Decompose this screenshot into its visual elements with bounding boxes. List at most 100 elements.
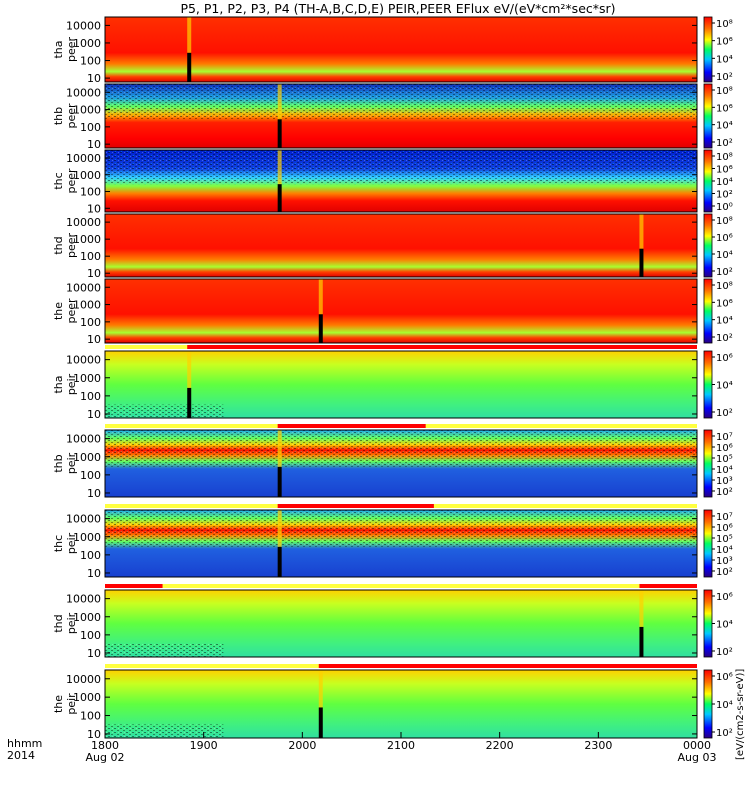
colorbar-tick-label: 10²: [716, 567, 733, 578]
panel-frame: [104, 83, 698, 149]
x-tick-label: 1800: [91, 739, 119, 752]
colorbar-tick-label: 10⁴: [716, 545, 733, 556]
colorbar-tick-label: 10⁶: [716, 443, 733, 454]
spectrogram-noise: [105, 724, 224, 738]
data-gap-edge: [277, 430, 282, 467]
colorbar: 10⁸ 10⁶ 10⁴ 10²: [703, 83, 733, 149]
panel-thb-peer: 10000 1000 100 10 thb peer 10⁸ 10⁶ 10⁴ 10²: [52, 83, 733, 151]
colorbar: 10⁸ 10⁶ 10⁴ 10²: [703, 278, 733, 344]
colorbar-tick-label: 10⁶: [716, 233, 733, 244]
data-gap: [639, 248, 644, 277]
y-tick-label: 1000: [73, 104, 101, 117]
colorbar-tick-label: 10²: [716, 267, 733, 278]
panel-probe-label: thc: [52, 535, 65, 552]
colorbar-tick-label: 10⁶: [716, 592, 733, 603]
status-bar-segment: [277, 504, 434, 508]
y-tick-label: 10000: [66, 216, 101, 229]
colorbar-gradient: [703, 429, 713, 498]
status-bar: [105, 504, 697, 508]
colorbar-gradient: [703, 83, 713, 149]
colorbar: 10⁶ 10⁴ 10²: [703, 669, 733, 739]
colorbar-label: [eV/(cm2-s-sr-eV)]: [735, 669, 746, 760]
colorbar: 10⁸ 10⁶ 10⁴ 10²: [703, 213, 733, 278]
status-bar-segment: [105, 584, 163, 588]
y-tick-label: 1000: [73, 531, 101, 544]
panel-frame: [104, 509, 698, 578]
panel-species-label: peir: [65, 693, 78, 715]
colorbar-tick-label: 10²: [716, 138, 733, 149]
y-tick-label: 10: [87, 647, 101, 660]
x-tick-label: 1900: [190, 739, 218, 752]
panel-the-peer: 10000 1000 100 10 the peer 10⁸ 10⁶ 10⁴ 10²: [52, 278, 733, 346]
colorbar-tick-label: 10⁷: [716, 512, 733, 523]
x-date-label: Aug 03: [678, 751, 717, 764]
spectrogram-noise: [105, 430, 697, 467]
panel-frame: [104, 278, 698, 344]
spectrogram-noise: [105, 84, 697, 120]
colorbar-tick-label: 10²: [716, 487, 733, 498]
chart-title: P5, P1, P2, P3, P4 (TH-A,B,C,D,E) PEIR,P…: [180, 1, 615, 16]
panel-species-label: peir: [65, 452, 78, 474]
y-tick-label: 10: [87, 728, 101, 741]
status-bar-segment: [187, 345, 697, 349]
colorbar-gradient: [703, 350, 713, 419]
panel-frame: [104, 350, 698, 419]
colorbar-tick-label: 10⁴: [716, 250, 733, 261]
colorbar-tick-label: 10⁶: [716, 37, 733, 48]
data-gap-edge: [277, 510, 282, 547]
spectrogram-noise: [105, 643, 224, 657]
status-bar: [105, 584, 697, 588]
y-tick-label: 10000: [66, 433, 101, 446]
x-axis-label-hhmm: hhmm: [7, 737, 42, 750]
colorbar-tick-label: 10²: [716, 408, 733, 419]
panel-tha-peir: 10000 1000 100 10 tha peir 10⁶ 10⁴ 10²: [52, 345, 733, 421]
panel-frame: [104, 16, 698, 83]
colorbar-tick-label: 10²: [716, 190, 733, 201]
status-bar-segment: [277, 424, 426, 428]
y-tick-label: 10000: [66, 19, 101, 32]
status-bar-base: [105, 584, 697, 588]
colorbar: 10⁶ 10⁴ 10²: [703, 589, 733, 658]
colorbar-tick-label: 10⁶: [716, 672, 733, 683]
y-tick-label: 1000: [73, 37, 101, 50]
colorbar-tick-label: 10⁴: [716, 381, 733, 392]
colorbar-tick-label: 10²: [716, 72, 733, 83]
panel-probe-label: the: [52, 302, 65, 320]
y-tick-label: 100: [80, 549, 101, 562]
y-tick-label: 10: [87, 408, 101, 421]
data-gap: [277, 119, 282, 148]
colorbar-tick-label: 10⁴: [716, 177, 733, 188]
status-bar: [105, 424, 697, 428]
spectrogram-field: [105, 17, 697, 82]
panel-frame: [104, 149, 698, 213]
y-tick-label: 10000: [66, 593, 101, 606]
y-tick-label: 10000: [66, 86, 101, 99]
colorbar-gradient: [703, 589, 713, 658]
y-tick-label: 10000: [66, 354, 101, 367]
colorbar-tick-label: 10⁴: [716, 465, 733, 476]
colorbar-tick-label: 10⁶: [716, 165, 733, 176]
panel-species-label: peir: [65, 373, 78, 395]
panel-thd-peer: 10000 1000 100 10 thd peer 10⁸ 10⁶ 10⁴ 10²: [52, 213, 733, 280]
panel-thd-peir: 10000 1000 100 10 thd peir 10⁶ 10⁴ 10²: [52, 584, 733, 660]
panel-species-label: peer: [65, 37, 78, 63]
panel-frame: [104, 429, 698, 498]
panel-species-label: peer: [65, 233, 78, 259]
status-bar: [105, 345, 697, 349]
panel-probe-label: thd: [52, 614, 65, 632]
y-tick-label: 10: [87, 333, 101, 346]
y-tick-label: 1000: [73, 691, 101, 704]
colorbar-tick-label: 10⁷: [716, 432, 733, 443]
x-tick-label: 2200: [486, 739, 514, 752]
y-tick-label: 1000: [73, 299, 101, 312]
data-gap: [187, 52, 192, 82]
y-tick-label: 10: [87, 267, 101, 280]
y-tick-label: 1000: [73, 611, 101, 624]
colorbar-tick-label: 10³: [716, 476, 733, 487]
colorbar-tick-label: 10⁸: [716, 281, 733, 292]
